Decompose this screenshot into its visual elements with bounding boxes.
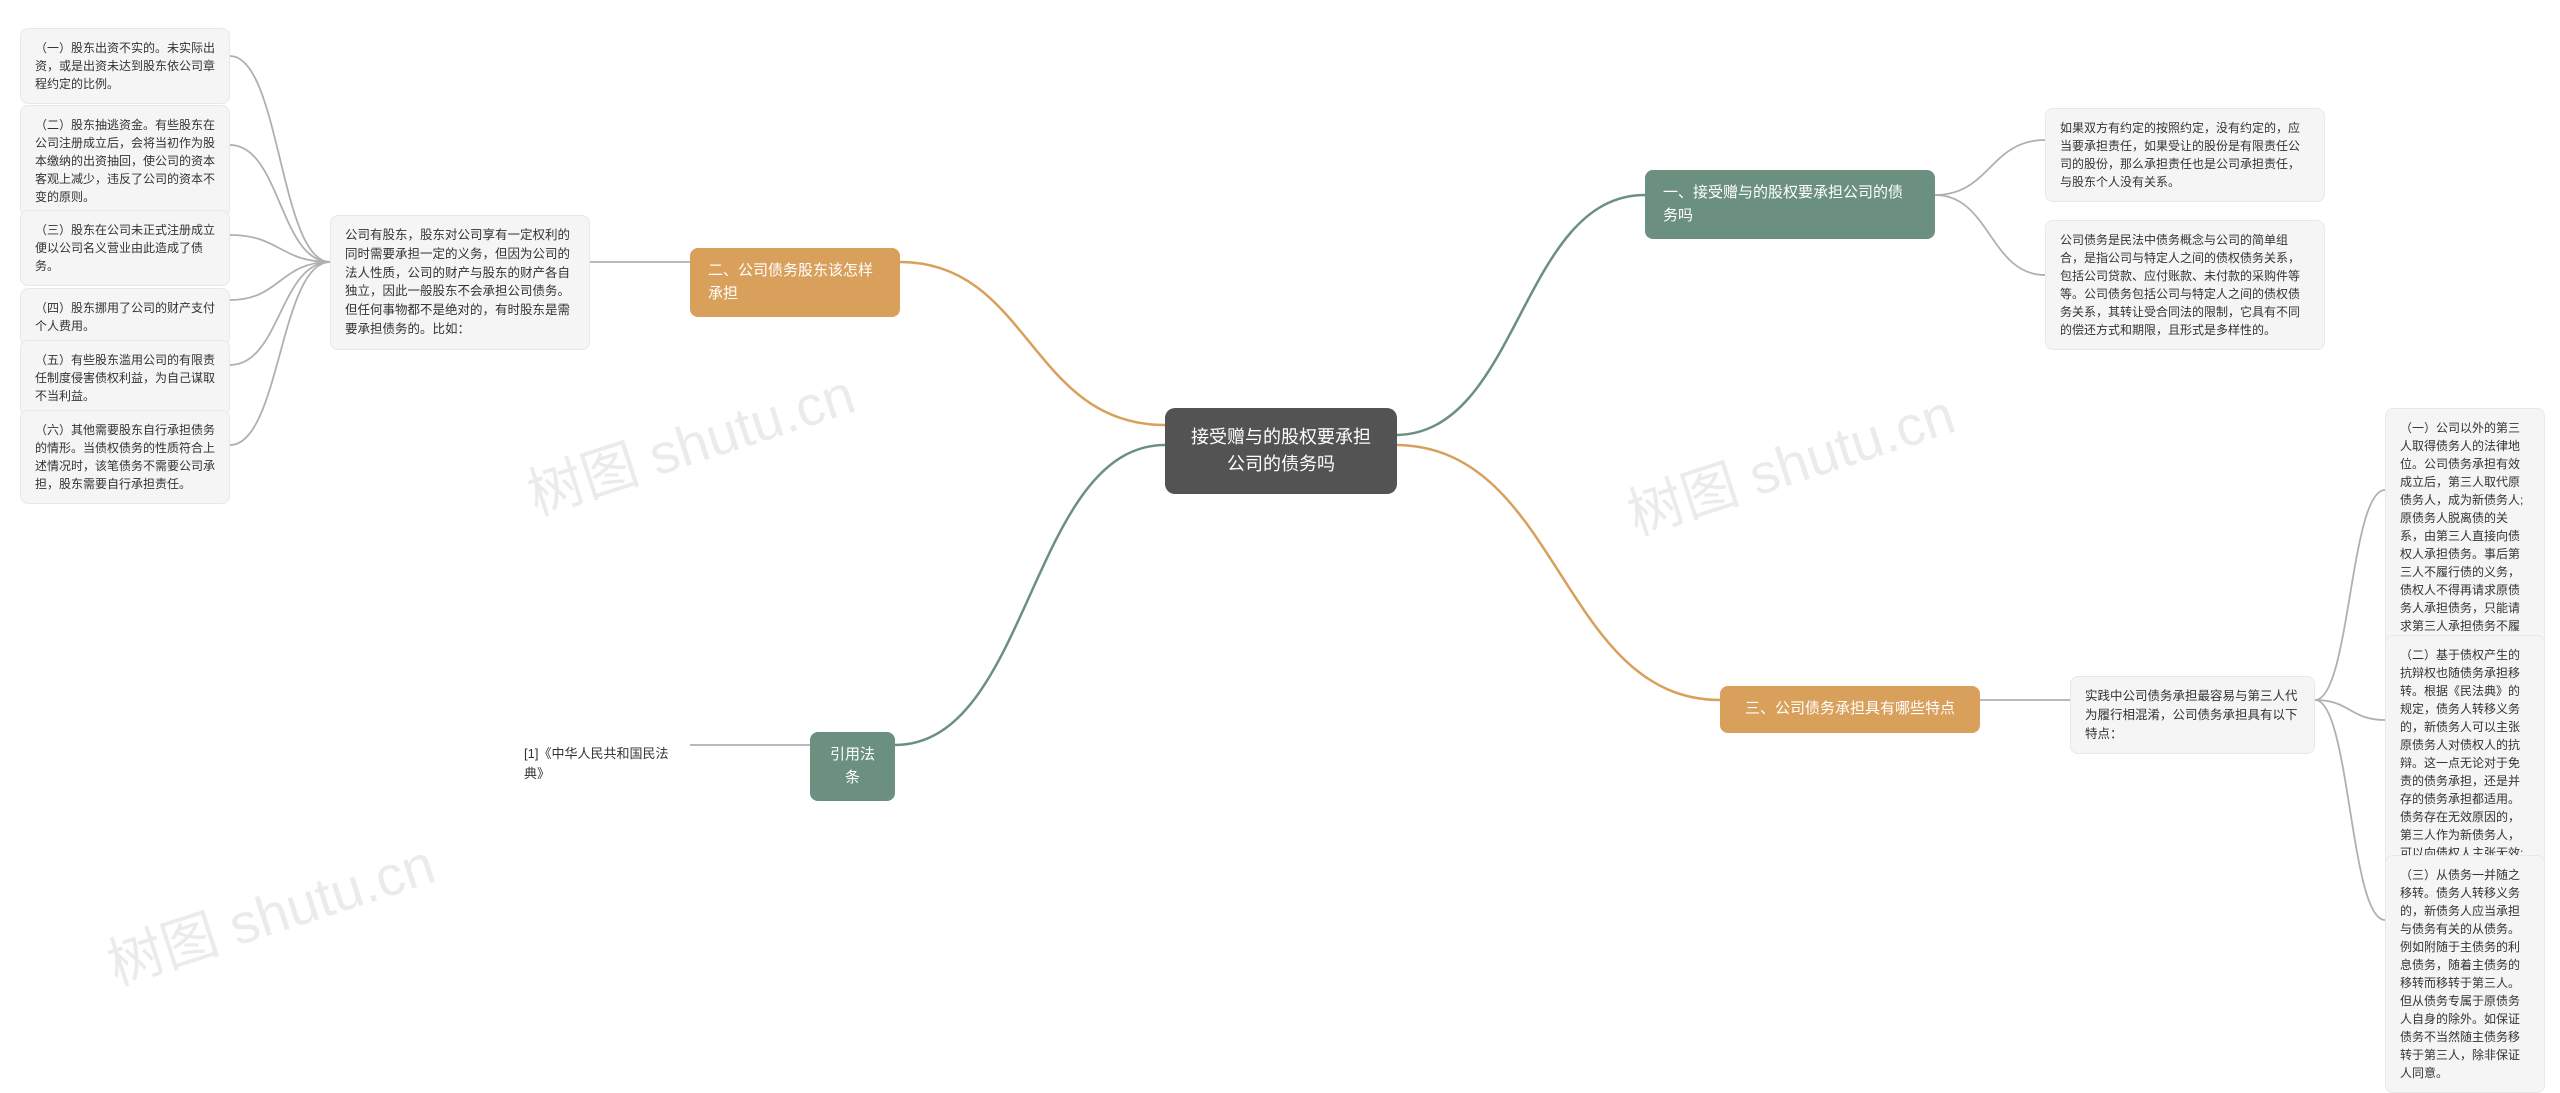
center-title: 接受赠与的股权要承担公司的债务吗 <box>1185 424 1377 478</box>
branch-2-leaf-2: （三）股东在公司未正式注册成立便以公司名义营业由此造成了债务。 <box>20 210 230 286</box>
branch-2-leaf-4: （五）有些股东滥用公司的有限责任制度侵害债权利益，为自己谋取不当利益。 <box>20 340 230 416</box>
branch-1-label: 一、接受赠与的股权要承担公司的债务吗 <box>1663 182 1917 227</box>
watermark: 树图 shutu.cn <box>96 820 444 1002</box>
branch-3-leaf-2: （三）从债务一并随之移转。债务人转移义务的，新债务人应当承担与债务有关的从债务。… <box>2385 855 2545 1093</box>
branch-2-leaf-1: （二）股东抽逃资金。有些股东在公司注册成立后，会将当初作为股本缴纳的出资抽回，使… <box>20 105 230 217</box>
branch-2-sub: 公司有股东，股东对公司享有一定权利的同时需要承担一定的义务，但因为公司的法人性质… <box>330 215 590 350</box>
branch-3-sub: 实践中公司债务承担最容易与第三人代为履行相混淆，公司债务承担具有以下特点： <box>2070 676 2315 754</box>
branch-4-label: 引用法条 <box>828 744 877 789</box>
center-node: 接受赠与的股权要承担公司的债务吗 <box>1165 408 1397 494</box>
branch-1-leaf-0: 如果双方有约定的按照约定，没有约定的，应当要承担责任，如果受让的股份是有限责任公… <box>2045 108 2325 202</box>
watermark: 树图 shutu.cn <box>516 350 864 532</box>
branch-2-leaf-3: （四）股东挪用了公司的财产支付个人费用。 <box>20 288 230 346</box>
branch-3-label: 三、公司债务承担具有哪些特点 <box>1745 698 1955 721</box>
branch-2-label: 二、公司债务股东该怎样承担 <box>708 260 882 305</box>
branch-4-leaf-0: [1]《中华人民共和国民法典》 <box>510 734 690 793</box>
branch-4: 引用法条 <box>810 732 895 801</box>
watermark: 树图 shutu.cn <box>1616 370 1964 552</box>
branch-2-leaf-5: （六）其他需要股东自行承担债务的情形。当债权债务的性质符合上述情况时，该笔债务不… <box>20 410 230 504</box>
branch-1-leaf-1: 公司债务是民法中债务概念与公司的简单组合，是指公司与特定人之间的债权债务关系，包… <box>2045 220 2325 350</box>
branch-2-leaf-0: （一）股东出资不实的。未实际出资，或是出资未达到股东依公司章程约定的比例。 <box>20 28 230 104</box>
branch-1: 一、接受赠与的股权要承担公司的债务吗 <box>1645 170 1935 239</box>
branch-2: 二、公司债务股东该怎样承担 <box>690 248 900 317</box>
branch-3: 三、公司债务承担具有哪些特点 <box>1720 686 1980 733</box>
